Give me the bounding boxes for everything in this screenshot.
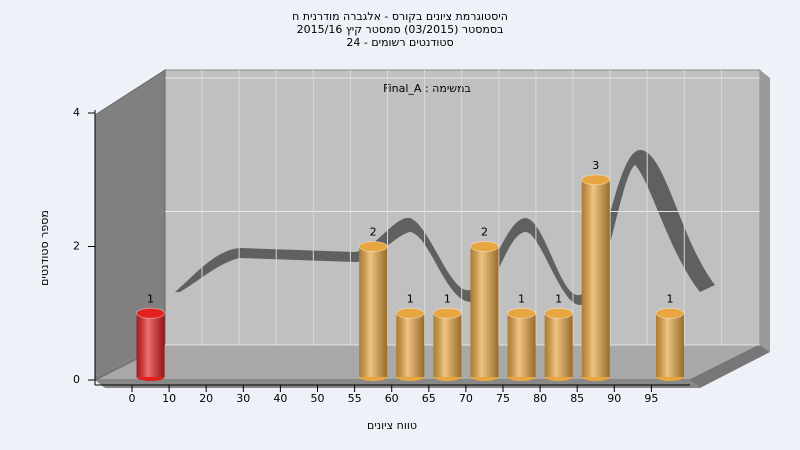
y-axis-label: מספר סטודנטים bbox=[38, 210, 51, 286]
chart-title: היסטוגרמת ציונים בקורס - אלגברה מודרנית … bbox=[292, 10, 508, 23]
bar bbox=[358, 241, 388, 381]
bar bbox=[507, 307, 537, 381]
bar-top bbox=[469, 241, 499, 252]
x-tick-label: 30 bbox=[236, 392, 250, 405]
bar bbox=[655, 307, 685, 381]
bar-shade bbox=[136, 313, 165, 377]
annotation: Final_A : במשימה bbox=[383, 82, 471, 95]
bar-top bbox=[136, 307, 166, 319]
chart-subtitle: סטודנטים רשומים - 24 bbox=[346, 36, 453, 49]
y-tick-label: 2 bbox=[73, 240, 80, 253]
bar-top bbox=[507, 307, 537, 319]
wall-edge bbox=[760, 70, 770, 352]
x-tick-label: 80 bbox=[533, 392, 547, 405]
value-label: 2 bbox=[370, 226, 377, 239]
bar-top bbox=[655, 307, 685, 319]
value-label: 1 bbox=[444, 292, 451, 305]
y-tick-label: 0 bbox=[73, 373, 80, 386]
floor-edge bbox=[690, 345, 770, 388]
x-tick-label: 95 bbox=[644, 392, 658, 405]
x-tick-label: 10 bbox=[162, 392, 176, 405]
x-tick-label: 70 bbox=[459, 392, 473, 405]
value-label: 1 bbox=[518, 292, 525, 305]
x-axis-label: טווח ציונים bbox=[367, 419, 417, 432]
value-label: 2 bbox=[481, 226, 488, 239]
bar bbox=[136, 307, 166, 381]
bar-shade bbox=[396, 313, 425, 377]
bar-shade bbox=[507, 313, 536, 377]
y-tick-label: 4 bbox=[73, 106, 80, 119]
value-label: 1 bbox=[555, 292, 562, 305]
bar-shade bbox=[544, 313, 573, 377]
value-label: 1 bbox=[147, 292, 154, 305]
x-tick-label: 85 bbox=[570, 392, 584, 405]
x-tick-label: 65 bbox=[422, 392, 436, 405]
bar-top bbox=[432, 307, 462, 319]
bar-shade bbox=[470, 246, 499, 377]
x-tick-label: 20 bbox=[199, 392, 213, 405]
x-tick-label: 50 bbox=[311, 392, 325, 405]
bar-shade bbox=[359, 246, 388, 377]
bar bbox=[432, 307, 462, 381]
bar bbox=[395, 307, 425, 381]
bar-top bbox=[544, 307, 574, 319]
bar-top bbox=[395, 307, 425, 319]
bar-shade bbox=[433, 313, 462, 377]
x-tick-label: 75 bbox=[496, 392, 510, 405]
value-label: 1 bbox=[666, 292, 673, 305]
bar bbox=[469, 241, 499, 381]
bar-shade bbox=[581, 179, 610, 377]
chart-subtitle: בסמסטר (03/2015) סמסטר קיץ 2015/16 bbox=[297, 23, 504, 36]
bar-top bbox=[581, 174, 611, 186]
x-tick-label: 40 bbox=[273, 392, 287, 405]
bar-top bbox=[358, 241, 388, 252]
value-label: 3 bbox=[592, 159, 599, 172]
bar bbox=[544, 307, 574, 381]
x-tick-label: 0 bbox=[129, 392, 136, 405]
value-label: 1 bbox=[407, 292, 414, 305]
floor-front bbox=[95, 380, 700, 388]
x-tick-label: 55 bbox=[348, 392, 362, 405]
x-tick-label: 60 bbox=[385, 392, 399, 405]
x-tick-label: 90 bbox=[607, 392, 621, 405]
bar bbox=[581, 174, 611, 381]
bar-shade bbox=[655, 313, 684, 377]
